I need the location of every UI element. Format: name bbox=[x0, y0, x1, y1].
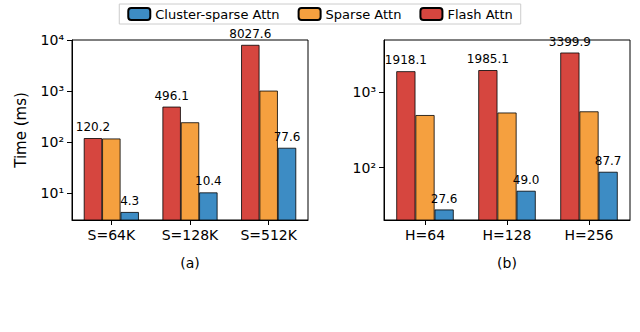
svg-text:10.4: 10.4 bbox=[195, 174, 222, 188]
svg-text:49.0: 49.0 bbox=[513, 173, 540, 187]
svg-text:(b): (b) bbox=[497, 255, 517, 271]
svg-text:3399.9: 3399.9 bbox=[549, 35, 591, 49]
svg-text:77.6: 77.6 bbox=[274, 130, 301, 144]
svg-text:H=128: H=128 bbox=[483, 227, 532, 243]
svg-text:Cluster-sparse Attn: Cluster-sparse Attn bbox=[155, 7, 279, 22]
svg-text:10²: 10² bbox=[353, 160, 376, 176]
svg-text:(a): (a) bbox=[180, 255, 200, 271]
svg-text:10¹: 10¹ bbox=[41, 185, 64, 201]
svg-text:8027.6: 8027.6 bbox=[229, 27, 271, 41]
svg-text:10²: 10² bbox=[41, 134, 64, 150]
svg-text:496.1: 496.1 bbox=[154, 89, 188, 103]
svg-text:87.7: 87.7 bbox=[595, 154, 622, 168]
svg-text:H=256: H=256 bbox=[565, 227, 614, 243]
svg-text:Time (ms): Time (ms) bbox=[12, 92, 30, 169]
svg-text:27.6: 27.6 bbox=[431, 192, 458, 206]
svg-text:10⁴: 10⁴ bbox=[41, 32, 65, 48]
svg-text:S=128K: S=128K bbox=[162, 227, 219, 243]
svg-text:S=64K: S=64K bbox=[88, 227, 136, 243]
svg-text:Flash Attn: Flash Attn bbox=[447, 7, 512, 22]
svg-text:Sparse Attn: Sparse Attn bbox=[326, 7, 402, 22]
svg-text:4.3: 4.3 bbox=[120, 194, 139, 208]
svg-text:1985.1: 1985.1 bbox=[467, 52, 509, 66]
svg-text:10³: 10³ bbox=[353, 84, 376, 100]
svg-text:10³: 10³ bbox=[41, 83, 64, 99]
svg-text:120.2: 120.2 bbox=[76, 120, 110, 134]
svg-text:H=64: H=64 bbox=[405, 227, 445, 243]
svg-text:S=512K: S=512K bbox=[240, 227, 297, 243]
svg-text:1918.1: 1918.1 bbox=[385, 53, 427, 67]
